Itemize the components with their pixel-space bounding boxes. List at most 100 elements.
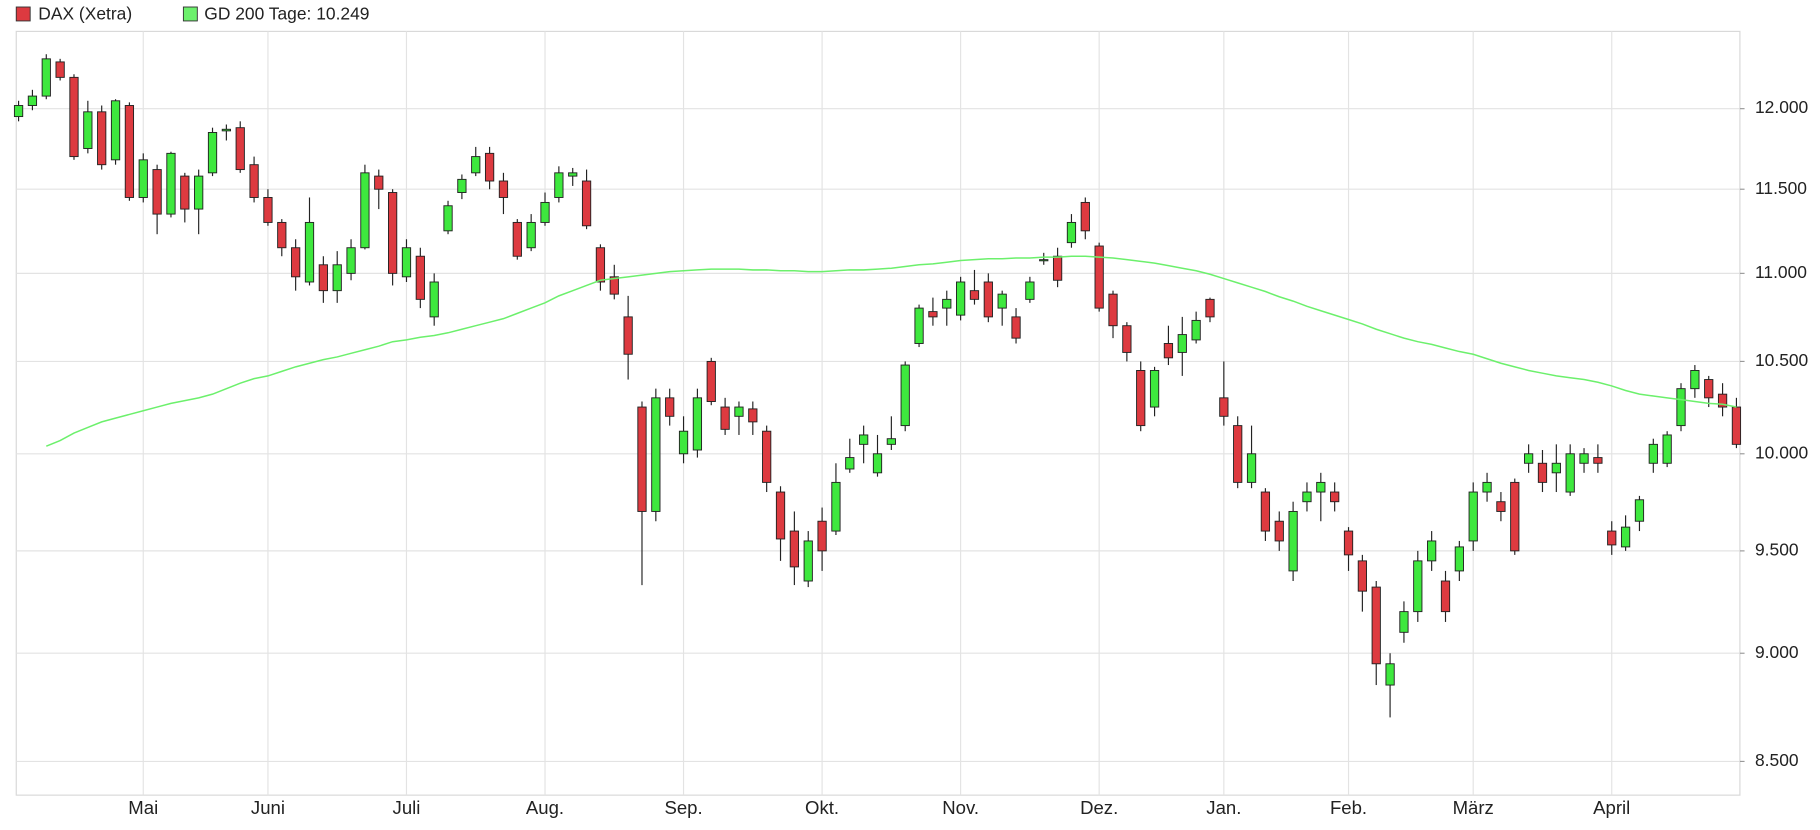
candle-body [235,127,245,171]
candle-body [1371,586,1381,665]
x-tick-label: Juli [393,797,421,818]
candle-body [1094,245,1104,309]
candle-body [41,58,51,97]
x-tick-label: Sep. [664,797,702,818]
candle-body [983,281,993,318]
candle-body [678,430,689,455]
x-tick-label: Juni [251,797,285,818]
candle-body [304,221,315,283]
candle-body [609,276,619,295]
candle-body [1191,319,1201,341]
marks [13,54,1742,718]
candle-body [720,406,730,430]
candle-body [1496,501,1506,512]
candle-body [1593,457,1603,464]
y-tick-label: 8.500 [1755,750,1799,770]
candle-body [956,281,966,316]
candle-body [83,111,93,149]
candle-body [886,438,896,445]
legend-label: GD 200 Tage: 10.249 [204,4,369,24]
x-tick-label: Aug. [526,797,564,818]
x-tick-label: Okt. [805,797,839,818]
candle-body [97,111,107,166]
candle-body [1440,580,1451,613]
candle-body [1482,481,1492,493]
candle-body [1579,453,1589,464]
candle-body [1302,491,1312,503]
candle-body [568,172,578,177]
candle-body [415,255,425,300]
candle-body [928,311,938,318]
candle-body [360,172,370,249]
y-tick-label: 11.000 [1755,262,1807,282]
candle-body [1343,530,1354,556]
candle-body [457,178,467,193]
candle-body [1219,397,1229,417]
candle-body [1524,453,1534,464]
candle-body [872,453,883,474]
candle-body [249,164,259,198]
x-tick-label: Mai [128,797,158,818]
candle-body [152,169,162,215]
candle-body [1357,560,1367,592]
candle-body [1607,530,1617,546]
candle-body [900,364,910,427]
candle-body [692,397,703,451]
x-tick-label: März [1453,797,1494,818]
candle-body [859,434,869,445]
candle-body [1039,259,1049,262]
x-tick-label: Dez. [1080,797,1118,818]
candle-body [1731,406,1742,445]
candle-body [1510,481,1520,552]
candle-body [1620,526,1631,548]
candle-body [498,180,509,198]
candle-body [1122,325,1132,353]
x-tick-label: Feb. [1330,797,1367,818]
candle-body [1690,370,1700,390]
candle-body [429,281,439,318]
candle-body [1066,221,1077,244]
candle-body [1662,434,1672,464]
candle-body [512,221,522,257]
candle-body [1149,370,1160,408]
candle-body [1454,546,1464,572]
candle-body [1011,316,1021,339]
candle-body [124,105,135,198]
candle-body [789,530,799,568]
candle-body [180,175,190,210]
legend-swatch [15,6,31,22]
candle-body [651,397,661,512]
legend-swatch [182,6,198,22]
candle-body [706,360,716,402]
x-tick-label: Jan. [1206,797,1241,818]
candle-body [665,397,675,417]
candle-body [1260,491,1271,532]
candle-body [526,221,536,249]
candle-body [1316,481,1326,493]
candle-body [831,481,841,532]
candle-body [1468,491,1478,542]
y-tick-label: 10.500 [1755,350,1808,370]
candle-body [1676,388,1686,427]
candle-body [637,406,647,512]
candle-body [1717,393,1728,408]
candle-body [1330,491,1340,503]
candle-body [1025,281,1035,300]
candle-body [1427,540,1437,562]
y-tick-label: 12.000 [1755,97,1808,117]
candle-body [1080,201,1090,232]
candle-body [1385,663,1395,686]
candle-body [1537,462,1548,483]
candle-body [1163,343,1174,359]
candle-body [845,457,855,470]
candle-body [997,293,1007,309]
candle-body [138,159,148,198]
candle-body [762,430,772,483]
candle-body [1648,443,1658,464]
candle-body [1274,520,1284,542]
candle-body [554,172,564,198]
candle-body [13,105,24,118]
candle-body [581,180,592,227]
